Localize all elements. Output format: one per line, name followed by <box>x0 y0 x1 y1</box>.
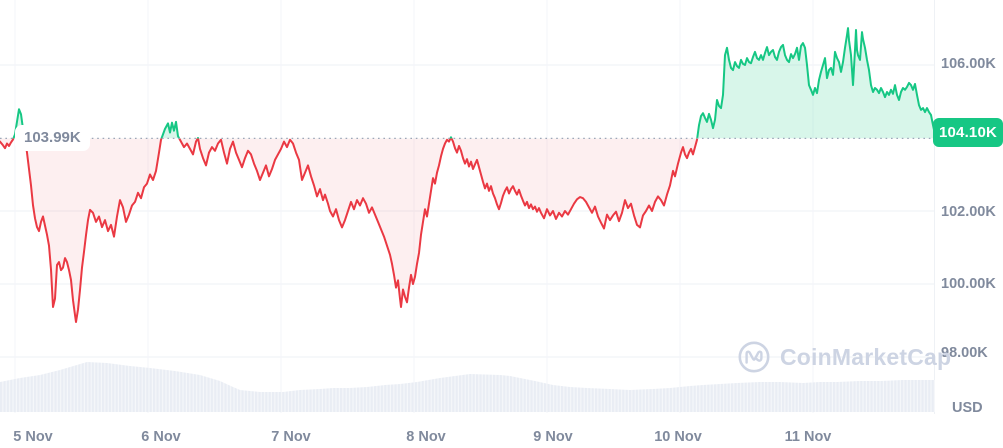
coinmarketcap-logo-icon <box>738 341 770 373</box>
x-axis-tick: 9 Nov <box>533 429 573 445</box>
x-axis-tick: 10 Nov <box>654 429 702 445</box>
coinmarketcap-watermark: CoinMarketCap <box>737 340 951 374</box>
y-axis-tick: 100.00K <box>941 276 996 292</box>
x-axis-tick: 8 Nov <box>406 429 446 445</box>
current-price-badge: 104.10K <box>933 118 1003 147</box>
y-axis-tick: 102.00K <box>941 204 996 220</box>
baseline-price-label: 103.99K <box>15 125 90 151</box>
y-axis-tick: 106.00K <box>941 56 996 72</box>
price-chart-canvas[interactable] <box>0 0 935 415</box>
x-axis-tick: 11 Nov <box>784 429 832 445</box>
x-axis-tick: 7 Nov <box>271 429 311 445</box>
coinmarketcap-wordmark: CoinMarketCap <box>780 343 952 370</box>
currency-unit-label: USD <box>952 400 983 416</box>
x-axis-tick: 5 Nov <box>13 429 53 445</box>
y-axis-tick: 98.00K <box>941 345 988 361</box>
x-axis-tick: 6 Nov <box>141 429 181 445</box>
